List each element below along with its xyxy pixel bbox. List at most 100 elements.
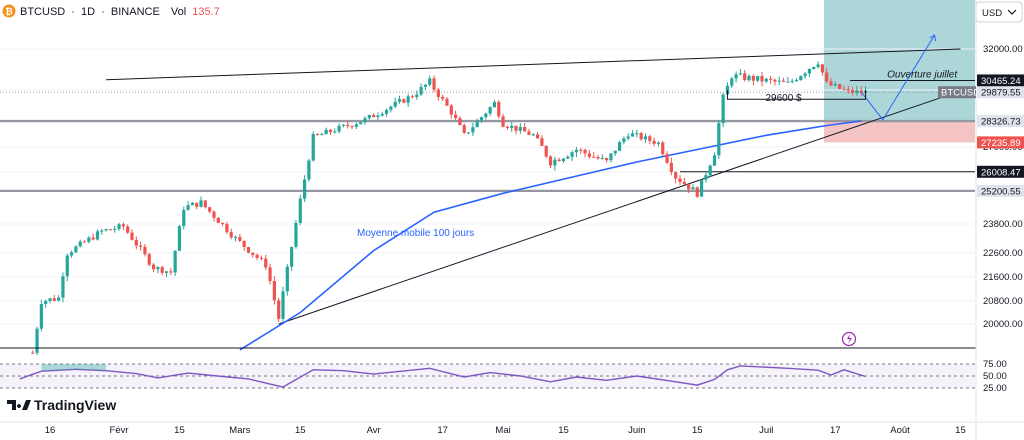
candle: [354, 122, 358, 130]
candle-body: [574, 149, 579, 153]
time-axis[interactable]: 16 Févr 15 Mars 15 Avr 17 Mai 15 Juin 15 Juil 17 Août…: [0, 421, 1024, 436]
tradingview-logo[interactable]: TradingView: [7, 397, 116, 413]
lightning-icon[interactable]: [841, 331, 857, 347]
candle-body: [57, 297, 61, 301]
candle-body: [540, 138, 544, 146]
candle: [548, 155, 553, 169]
candle: [475, 118, 479, 128]
candle: [635, 129, 639, 138]
current-price-tag-bg: [977, 86, 1024, 99]
candle: [708, 164, 712, 178]
trendline-rising-support[interactable]: [278, 90, 961, 325]
candle-body: [324, 129, 328, 135]
candle-body: [454, 114, 458, 119]
candle: [760, 71, 764, 87]
candle-body: [121, 224, 125, 227]
candle-body: [255, 254, 259, 258]
symbol-tag: BTCUSD: [941, 88, 980, 99]
range-bracket[interactable]: [726, 90, 867, 100]
candle-body: [164, 271, 169, 273]
annotation-text: 29600 $: [765, 93, 802, 104]
candle: [259, 255, 264, 261]
candle: [807, 68, 812, 77]
candle-body: [514, 125, 518, 131]
candle: [488, 106, 492, 117]
time-axis-label: 17: [437, 425, 448, 436]
candle: [466, 132, 471, 135]
candle-body: [855, 90, 859, 93]
candle-body: [820, 64, 824, 73]
candle-body: [630, 133, 635, 137]
candle-body: [441, 96, 445, 99]
candle-body: [302, 179, 307, 199]
candle-body: [143, 246, 147, 255]
candle-body: [147, 254, 151, 265]
candle-body: [384, 109, 389, 114]
position-target-zone[interactable]: [824, 0, 975, 122]
candle: [527, 128, 531, 136]
candle-body: [333, 131, 337, 133]
candle-body: [108, 229, 113, 231]
candle-body: [635, 133, 639, 135]
candle-body: [376, 115, 380, 118]
position-stop-zone[interactable]: [824, 121, 975, 143]
candle: [531, 132, 535, 137]
candle: [846, 85, 850, 94]
candle-body: [415, 94, 419, 98]
candle: [781, 77, 786, 83]
candle: [579, 147, 583, 154]
candle: [825, 67, 829, 84]
candle: [341, 124, 346, 128]
candle: [376, 112, 380, 121]
candle: [255, 253, 259, 261]
rsi-axis-label: 75.00: [983, 359, 1007, 370]
candle-body: [829, 81, 833, 86]
candle-body: [816, 64, 820, 68]
projection-path[interactable]: [860, 34, 936, 121]
time-axis-label: 17: [830, 425, 841, 436]
candle: [699, 179, 704, 197]
candle: [311, 131, 315, 162]
candle-body: [35, 328, 39, 353]
candle: [39, 299, 43, 332]
candle: [790, 78, 794, 84]
level-tag-bg: [977, 136, 1024, 149]
candle-body: [233, 236, 238, 238]
candle: [436, 87, 440, 101]
trendline-upper-resistance[interactable]: [106, 48, 961, 81]
candle-body: [311, 134, 315, 161]
candle-body: [717, 123, 721, 156]
candle-body: [561, 158, 566, 162]
candle-body: [712, 155, 717, 166]
level-tag-bg: [977, 165, 1024, 178]
candle: [643, 133, 648, 143]
candle-body: [613, 150, 617, 154]
candle: [208, 206, 212, 214]
candle-body: [609, 153, 613, 161]
candle-body: [751, 75, 755, 81]
position-tool[interactable]: [824, 0, 975, 143]
rsi-axis-label: 50.00: [983, 371, 1007, 382]
candle: [445, 97, 449, 107]
price-axis-label: 21600.00: [983, 272, 1023, 283]
candle: [721, 93, 725, 128]
candle-body: [479, 117, 484, 121]
time-axis-label: 15: [692, 425, 703, 436]
time-axis-label: Févr: [110, 425, 129, 436]
currency-button[interactable]: USD: [975, 1, 1023, 23]
candle: [337, 123, 341, 134]
candle: [462, 123, 466, 134]
price-axis-tags: 28331.4028326.7326008.4725200.5530465.24…: [938, 74, 1024, 197]
candle-body: [721, 94, 725, 124]
candle: [764, 77, 768, 84]
candle-body: [682, 181, 686, 185]
candle-body: [359, 122, 363, 125]
candle: [820, 64, 824, 76]
candle: [734, 71, 738, 83]
candle: [285, 264, 289, 296]
candle: [139, 241, 143, 251]
candle: [600, 154, 604, 160]
candle-body: [769, 78, 773, 80]
candle: [233, 235, 238, 242]
